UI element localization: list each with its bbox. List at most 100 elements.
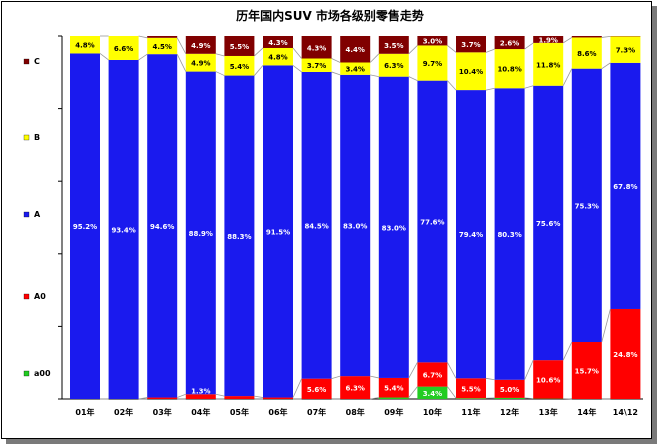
series-connector-line (215, 393, 225, 397)
data-label-a-3: 88.9% (189, 230, 213, 238)
data-label-c-5: 4.3% (268, 39, 287, 47)
x-tick-label: 04年 (191, 407, 210, 417)
x-tick-label: 09年 (384, 407, 403, 417)
bar-a-8 (378, 76, 409, 378)
legend-label-a00: a00 (34, 369, 51, 378)
bar-a-3 (185, 71, 216, 395)
bar-a0-9 (417, 362, 448, 387)
series-connector-line (176, 53, 187, 72)
x-tick-label: 02年 (114, 407, 133, 417)
bar-b-14 (610, 36, 641, 63)
legend-label-a0: A0 (34, 292, 46, 301)
data-label-a0-12: 10.6% (536, 376, 560, 384)
series-connector-line (254, 47, 264, 57)
legend: C B A A0 a00 (23, 57, 51, 378)
bar-b-10 (456, 52, 486, 91)
series-connector-line (447, 362, 457, 379)
bar-a-12 (533, 85, 564, 361)
bar-a-6 (301, 71, 332, 379)
bar-b-1 (108, 36, 139, 60)
series-connector-line (485, 377, 495, 381)
bar-a00-10 (456, 398, 486, 399)
bar-b-3 (185, 53, 216, 72)
data-label-c-10: 3.7% (461, 41, 480, 49)
legend-label-b: B (34, 133, 40, 142)
series-connector-line (254, 395, 264, 398)
series-connector-line (485, 48, 495, 53)
data-label-b-5: 4.8% (268, 54, 287, 62)
bar-a-0 (70, 53, 100, 399)
series-connector-line (138, 53, 148, 61)
data-label-a-13: 75.3% (575, 202, 599, 210)
series-connector-line (562, 68, 573, 86)
x-tick-label: 13年 (539, 407, 558, 417)
series-connector-line (138, 397, 148, 400)
series-connector-line (562, 37, 573, 44)
series-connector-line (292, 378, 302, 398)
data-label-b-13: 8.6% (577, 50, 596, 58)
data-label-c-3: 4.9% (191, 42, 210, 50)
data-label-b-14: 7.3% (616, 47, 635, 55)
x-tick-label: 06年 (268, 407, 287, 417)
series-connector-line (369, 53, 380, 63)
data-label-a-12: 75.6% (536, 220, 560, 228)
x-tick-label: 11年 (461, 407, 480, 417)
series-connector-line (331, 375, 341, 380)
x-tick-label: 14年 (577, 407, 596, 417)
bar-b-5 (263, 47, 293, 66)
bar-a0-10 (456, 378, 486, 399)
bar-a00-8 (378, 397, 409, 399)
data-label-a0-9: 6.7% (423, 371, 442, 379)
series-connector-line (331, 58, 341, 63)
series-connector-line (177, 393, 186, 398)
bar-a0-6 (301, 378, 332, 399)
data-label-c-4: 5.5% (230, 43, 249, 51)
bar-a-14 (610, 62, 641, 309)
legend-label-a: A (34, 210, 41, 219)
series-connector-line (524, 359, 534, 380)
bar-c-11 (494, 36, 525, 50)
series-connector-line (331, 71, 341, 76)
data-label-a-10: 79.4% (459, 231, 483, 239)
bar-a0-3 (185, 394, 216, 399)
bar-a-9 (417, 80, 448, 363)
series-connector-line (562, 341, 573, 361)
bar-a-7 (340, 74, 371, 377)
data-label-b-3: 4.9% (191, 60, 210, 68)
bar-b-9 (417, 45, 448, 81)
bar-c-8 (378, 36, 409, 54)
bar-a-2 (147, 54, 178, 398)
data-label-b-2: 4.5% (152, 43, 171, 51)
bar-c-10 (456, 36, 486, 53)
bar-b-2 (147, 37, 178, 55)
series-connector-line (408, 45, 418, 55)
bar-b-8 (378, 53, 409, 77)
series-connector-line (370, 397, 379, 400)
series-connector-line (99, 53, 109, 61)
bar-c-4 (224, 36, 255, 56)
legend-swatch-a00 (23, 370, 30, 377)
data-label-a0-10: 5.5% (461, 385, 480, 393)
bar-c-7 (340, 36, 371, 63)
legend-swatch-a0 (23, 293, 30, 300)
x-tick-label: 14\12 (613, 408, 638, 417)
data-label-a-9: 77.6% (420, 218, 444, 226)
x-tick-label: 03年 (153, 407, 172, 417)
chart-title: 历年国内SUV 市场各级别零售走势 (236, 8, 424, 23)
data-label-a-4: 88.3% (227, 233, 251, 241)
bar-a0-5 (263, 397, 293, 399)
series-connector-line (408, 386, 418, 398)
series-connector-line (447, 45, 457, 53)
data-label-a0-3: 1.3% (191, 387, 210, 395)
bar-b-0 (70, 36, 100, 54)
data-label-c-8: 3.5% (384, 42, 403, 50)
series-connector-line (408, 76, 418, 82)
data-label-c-7: 4.4% (345, 46, 364, 54)
data-label-b-11: 10.8% (497, 66, 521, 74)
bar-c-12 (533, 36, 564, 43)
data-label-b-6: 3.7% (307, 62, 326, 70)
bar-b-13 (571, 37, 602, 69)
data-label-b-9: 9.7% (423, 60, 442, 68)
data-label-a-0: 95.2% (73, 223, 97, 231)
bar-b-4 (224, 55, 255, 76)
